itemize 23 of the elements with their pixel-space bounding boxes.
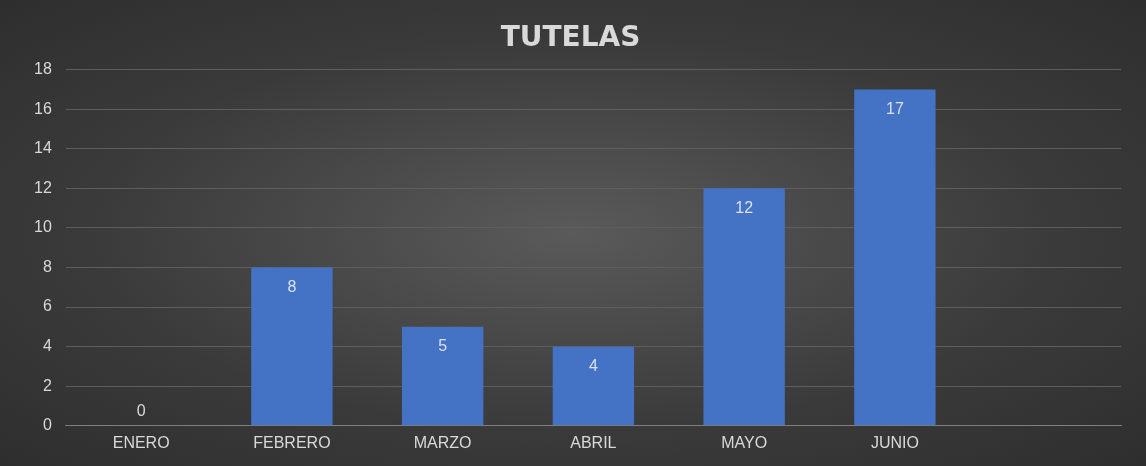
data-label: 8 <box>287 277 297 295</box>
data-label: 0 <box>136 402 146 420</box>
data-label: 5 <box>438 337 448 355</box>
y-tick-label: 2 <box>42 376 52 394</box>
x-tick-label: JUNIO <box>870 433 919 451</box>
y-tick-label: 4 <box>42 337 52 355</box>
y-tick-label: 18 <box>34 60 52 78</box>
x-tick-label: MARZO <box>413 433 472 451</box>
y-tick-label: 10 <box>34 218 52 236</box>
x-tick-label: MAYO <box>721 433 768 451</box>
data-label: 4 <box>588 357 598 375</box>
data-label: 17 <box>885 99 904 117</box>
y-tick-label: 6 <box>42 297 52 315</box>
data-label: 12 <box>735 198 754 216</box>
x-tick-label: ABRIL <box>570 433 617 451</box>
chart-title: TUTELAS <box>500 20 641 54</box>
y-tick-label: 8 <box>42 257 52 275</box>
y-tick-label: 16 <box>34 99 52 117</box>
x-tick-label: FEBRERO <box>253 433 331 451</box>
y-tick-label: 14 <box>34 139 52 157</box>
y-tick-label: 0 <box>42 416 52 434</box>
y-tick-label: 12 <box>34 178 52 196</box>
x-tick-label: ENERO <box>112 433 170 451</box>
